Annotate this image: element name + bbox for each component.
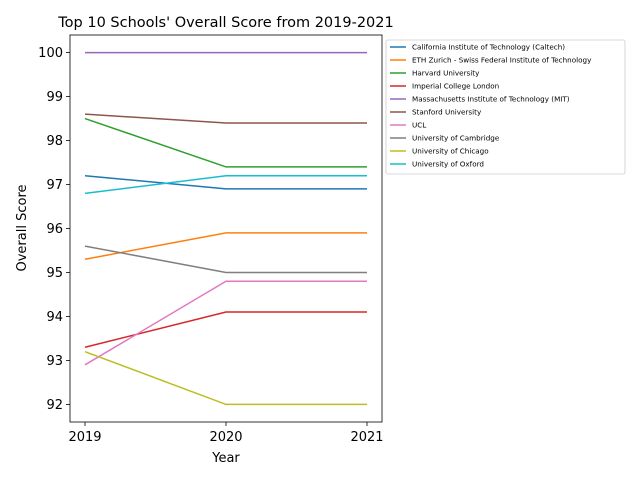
x-axis-label: Year	[211, 451, 240, 466]
series-line	[84, 113, 367, 124]
y-tick-label: 100	[38, 46, 63, 61]
series-line	[84, 232, 367, 261]
series-line	[84, 174, 367, 190]
legend: California Institute of Technology (Calt…	[385, 39, 626, 175]
legend-entry: University of Cambridge	[412, 134, 500, 143]
y-tick-label: 92	[46, 398, 63, 413]
y-tick-label: 95	[46, 266, 63, 281]
y-tick-label: 99	[46, 90, 63, 105]
series-line	[84, 280, 367, 366]
y-tick-label: 98	[46, 134, 63, 149]
series-line	[84, 350, 367, 406]
y-tick-label: 93	[46, 354, 63, 369]
x-tick-label: 2021	[350, 430, 383, 445]
y-tick-label: 97	[46, 178, 63, 193]
legend-entry: University of Oxford	[412, 160, 484, 169]
legend-entry: California Institute of Technology (Calt…	[412, 43, 565, 52]
legend-box	[385, 39, 626, 175]
y-axis: 92 93 94 95 96 97 98 99 100	[38, 46, 70, 413]
y-axis-label: Overall Score	[15, 184, 30, 271]
chart-title: Top 10 Schools' Overall Score from 2019-…	[57, 15, 393, 31]
series-layer	[84, 51, 367, 406]
legend-entry: University of Chicago	[412, 147, 489, 156]
x-tick-label: 2019	[68, 430, 101, 445]
y-tick-label: 96	[46, 222, 63, 237]
legend-entry: Imperial College London	[412, 82, 499, 91]
series-line	[84, 245, 367, 274]
series-line	[84, 174, 367, 195]
x-axis: 2019 2020 2021	[68, 422, 384, 445]
legend-entry: ETH Zurich - Swiss Federal Institute of …	[412, 56, 592, 65]
series-line	[84, 311, 367, 348]
series-line	[84, 117, 367, 168]
x-tick-label: 2020	[209, 430, 242, 445]
legend-entry: UCL	[412, 121, 426, 130]
legend-entry: Massachusetts Institute of Technology (M…	[412, 95, 570, 104]
y-tick-label: 94	[46, 310, 63, 325]
legend-entry: Stanford University	[412, 108, 482, 117]
legend-entry: Harvard University	[412, 69, 480, 78]
